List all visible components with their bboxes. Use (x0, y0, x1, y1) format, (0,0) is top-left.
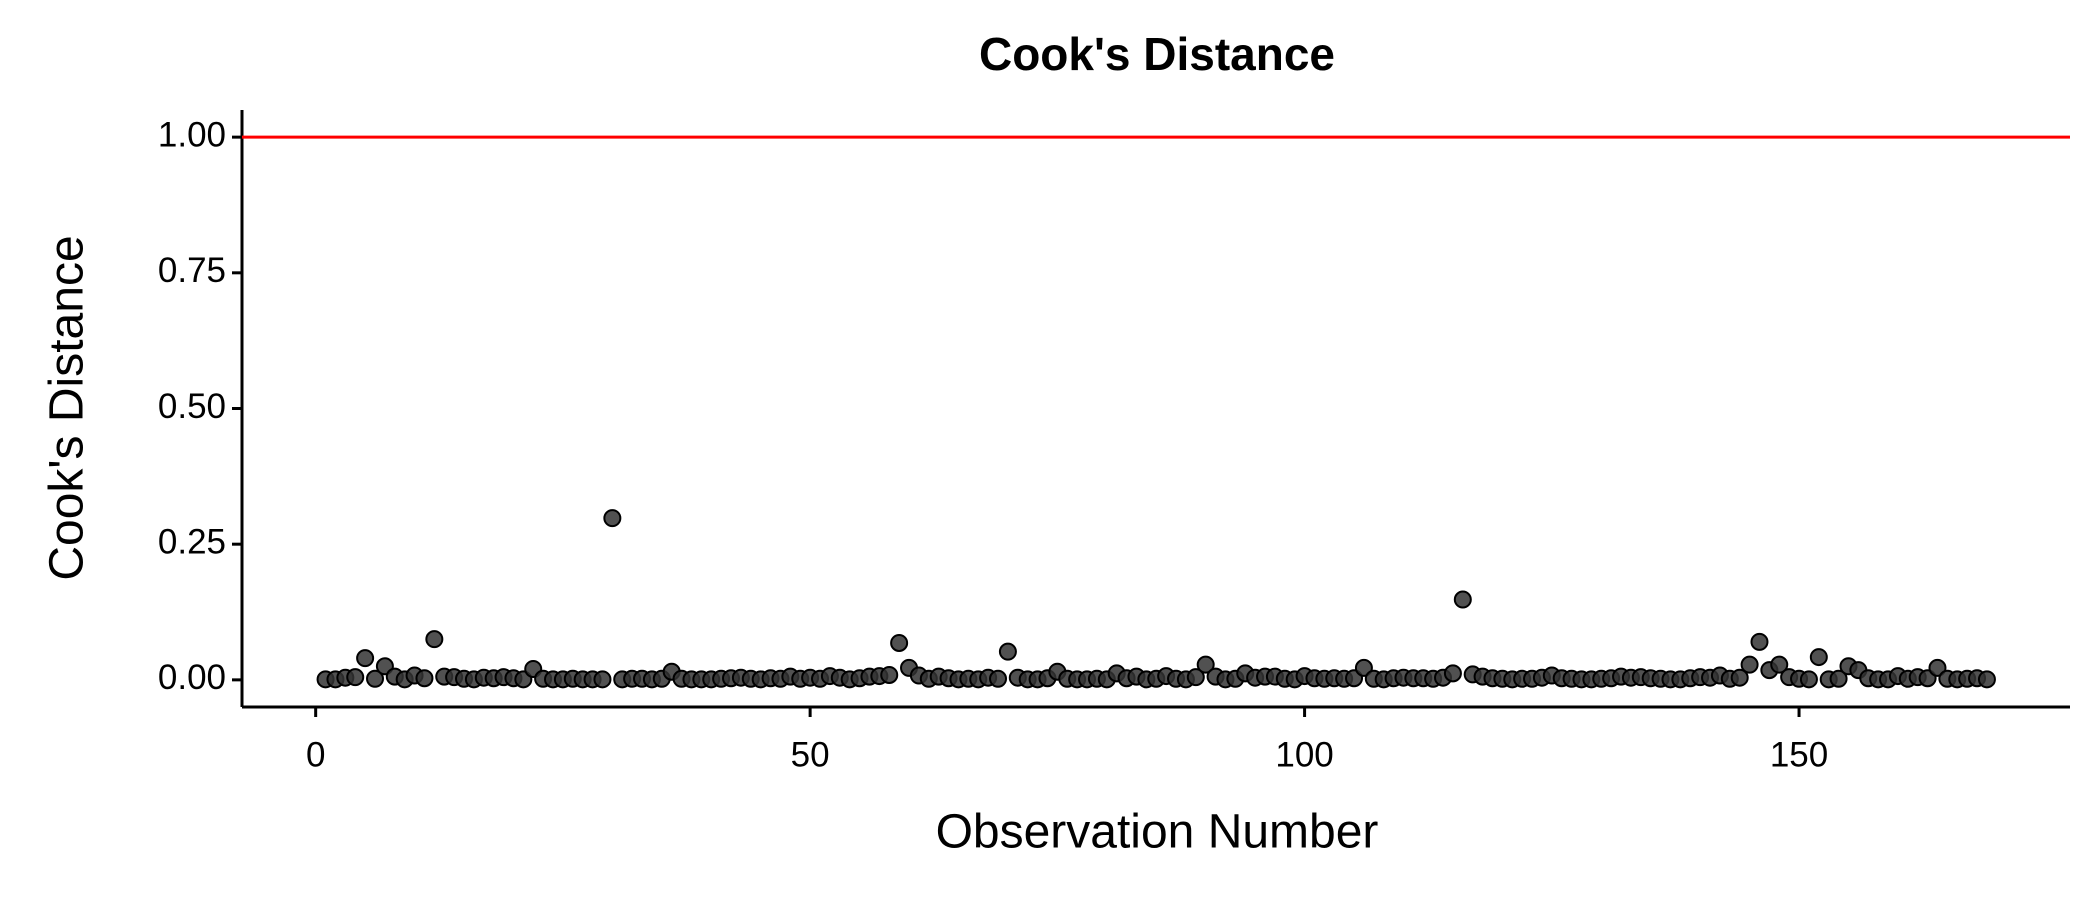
point (989, 669, 1008, 688)
y-tick-label: 1.00 (158, 115, 226, 154)
y-tick-label: 0.00 (158, 658, 226, 697)
point (425, 630, 444, 649)
y-tick-label: 0.75 (158, 251, 226, 290)
point (880, 665, 899, 684)
point (1750, 632, 1769, 651)
point (1196, 655, 1215, 674)
point (1186, 668, 1205, 687)
point (593, 670, 612, 689)
y-tick-label: 0.50 (158, 387, 226, 426)
point (1443, 664, 1462, 683)
point (346, 668, 365, 687)
point (366, 669, 385, 688)
chart-title: Cook's Distance (979, 28, 1335, 80)
point (1809, 648, 1828, 667)
y-tick-label: 0.25 (158, 522, 226, 561)
point (415, 669, 434, 688)
x-tick-label: 100 (1275, 735, 1333, 774)
point (1770, 655, 1789, 674)
point (1928, 658, 1947, 677)
point (603, 509, 622, 528)
point (890, 633, 909, 652)
point (1730, 668, 1749, 687)
point (356, 649, 375, 668)
point (1799, 670, 1818, 689)
point (1829, 669, 1848, 688)
point (1354, 658, 1373, 677)
x-axis-title: Observation Number (936, 806, 1379, 859)
point (998, 642, 1017, 661)
x-tick-label: 50 (791, 735, 830, 774)
point (1977, 670, 1996, 689)
x-tick-label: 0 (306, 735, 325, 774)
x-tick-label: 150 (1770, 735, 1828, 774)
y-axis-title: Cook's Distance (41, 235, 94, 580)
point (1453, 590, 1472, 609)
point (1740, 655, 1759, 674)
